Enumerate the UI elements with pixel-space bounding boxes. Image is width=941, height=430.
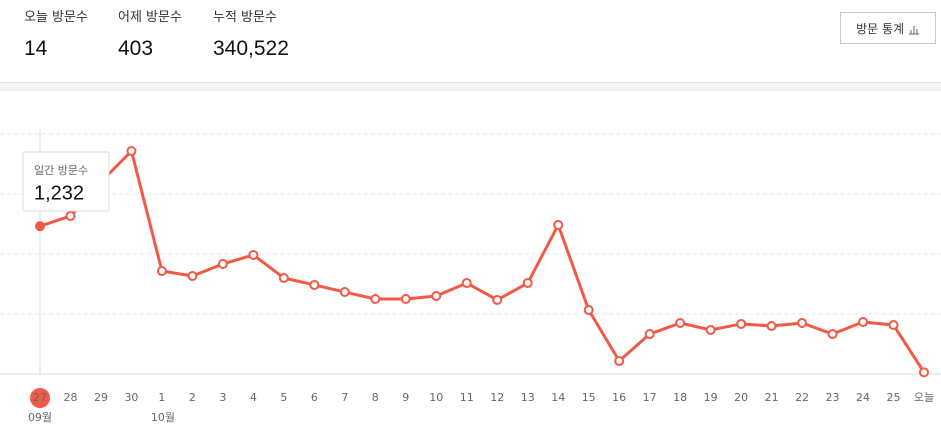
line <box>39 149 926 374</box>
point <box>248 249 259 260</box>
point <box>675 318 686 328</box>
point <box>400 294 411 304</box>
x-tick-label: 8 <box>372 391 379 404</box>
point <box>614 356 625 367</box>
x-tick-label: 4 <box>250 391 257 404</box>
x-tick-label: 25 <box>887 391 901 404</box>
point <box>827 329 838 340</box>
stat-today: 오늘 방문수 14 <box>24 6 88 61</box>
x-tick-label: 오늘 <box>914 391 934 404</box>
point <box>644 329 655 340</box>
stat-label: 오늘 방문수 <box>24 10 88 25</box>
stat-value: 340,522 <box>213 37 289 60</box>
x-tick-label: 12 <box>490 391 504 404</box>
x-tick-label: 18 <box>673 391 687 404</box>
point <box>35 221 45 232</box>
point <box>858 317 869 328</box>
stats-button[interactable]: 방문 통계 <box>840 12 936 44</box>
x-tick-label: 3 <box>219 391 226 404</box>
x-tick-label: 24 <box>856 391 870 404</box>
x-tick-label: 29 <box>94 391 108 404</box>
tooltip: 일간 방문수 1,232 <box>22 151 110 212</box>
x-tick-label: 6 <box>311 391 318 404</box>
stat-value: 14 <box>24 37 48 60</box>
stat-label: 어제 방문수 <box>118 10 182 25</box>
point <box>919 367 929 378</box>
button-label[interactable]: 방문 통계 <box>856 22 905 36</box>
x-tick-label: 14 <box>551 391 565 404</box>
point <box>217 258 228 269</box>
point <box>431 291 442 301</box>
x-tick-label: 15 <box>582 391 596 404</box>
point <box>339 287 350 298</box>
point <box>522 278 533 289</box>
separator <box>0 82 941 91</box>
x-tick-label: 21 <box>765 391 779 404</box>
x-tick-label: 20 <box>734 391 748 404</box>
header: 오늘 방문수 14 어제 방문수 403 누적 방문수 340,522 방문 통계 <box>0 0 941 82</box>
x-tick-label: 2 <box>189 391 196 404</box>
x-tick-label: 5 <box>280 391 287 404</box>
stat-value: 403 <box>118 37 154 60</box>
point <box>461 278 472 289</box>
x-tick-label: 16 <box>612 391 626 404</box>
point <box>187 270 198 281</box>
point <box>583 305 594 316</box>
point <box>766 321 777 331</box>
x-tick-label: 7 <box>341 391 348 404</box>
point <box>492 294 503 305</box>
tooltip-title: 일간 방문수 <box>34 163 88 177</box>
point <box>705 324 716 335</box>
point <box>126 146 137 157</box>
bar-icon <box>908 25 919 34</box>
point <box>156 266 167 277</box>
x-tick-label: 9 <box>402 391 409 404</box>
point <box>309 279 320 290</box>
selected-badge <box>30 388 50 408</box>
x-tick-label: 10 <box>429 391 443 404</box>
x-tick-label: 28 <box>63 391 77 404</box>
tooltip-value: 1,232 <box>34 182 84 204</box>
stat-yesterday: 어제 방문수 403 <box>118 6 182 61</box>
x-tick-label: 27 <box>33 391 47 404</box>
tooltip-box <box>22 151 110 212</box>
month-label: 09월 <box>28 411 52 424</box>
x-tick-label: 22 <box>795 391 809 404</box>
stat-label: 누적 방문수 <box>213 10 277 25</box>
month-label: 10월 <box>151 411 175 424</box>
point <box>370 294 381 304</box>
point <box>65 210 76 221</box>
x-tick-label: 23 <box>826 391 840 404</box>
point <box>278 273 289 283</box>
x-tick-label: 13 <box>521 391 535 404</box>
point <box>736 318 747 329</box>
point <box>888 320 899 331</box>
x-tick-label: 11 <box>460 391 474 404</box>
point <box>797 318 808 328</box>
x-tick-label: 1 <box>158 391 165 404</box>
x-tick-label: 30 <box>124 391 138 404</box>
stat-total: 누적 방문수 340,522 <box>213 6 289 61</box>
x-tick-label: 19 <box>704 391 718 404</box>
x-tick-label: 17 <box>643 391 657 404</box>
point <box>553 219 564 230</box>
